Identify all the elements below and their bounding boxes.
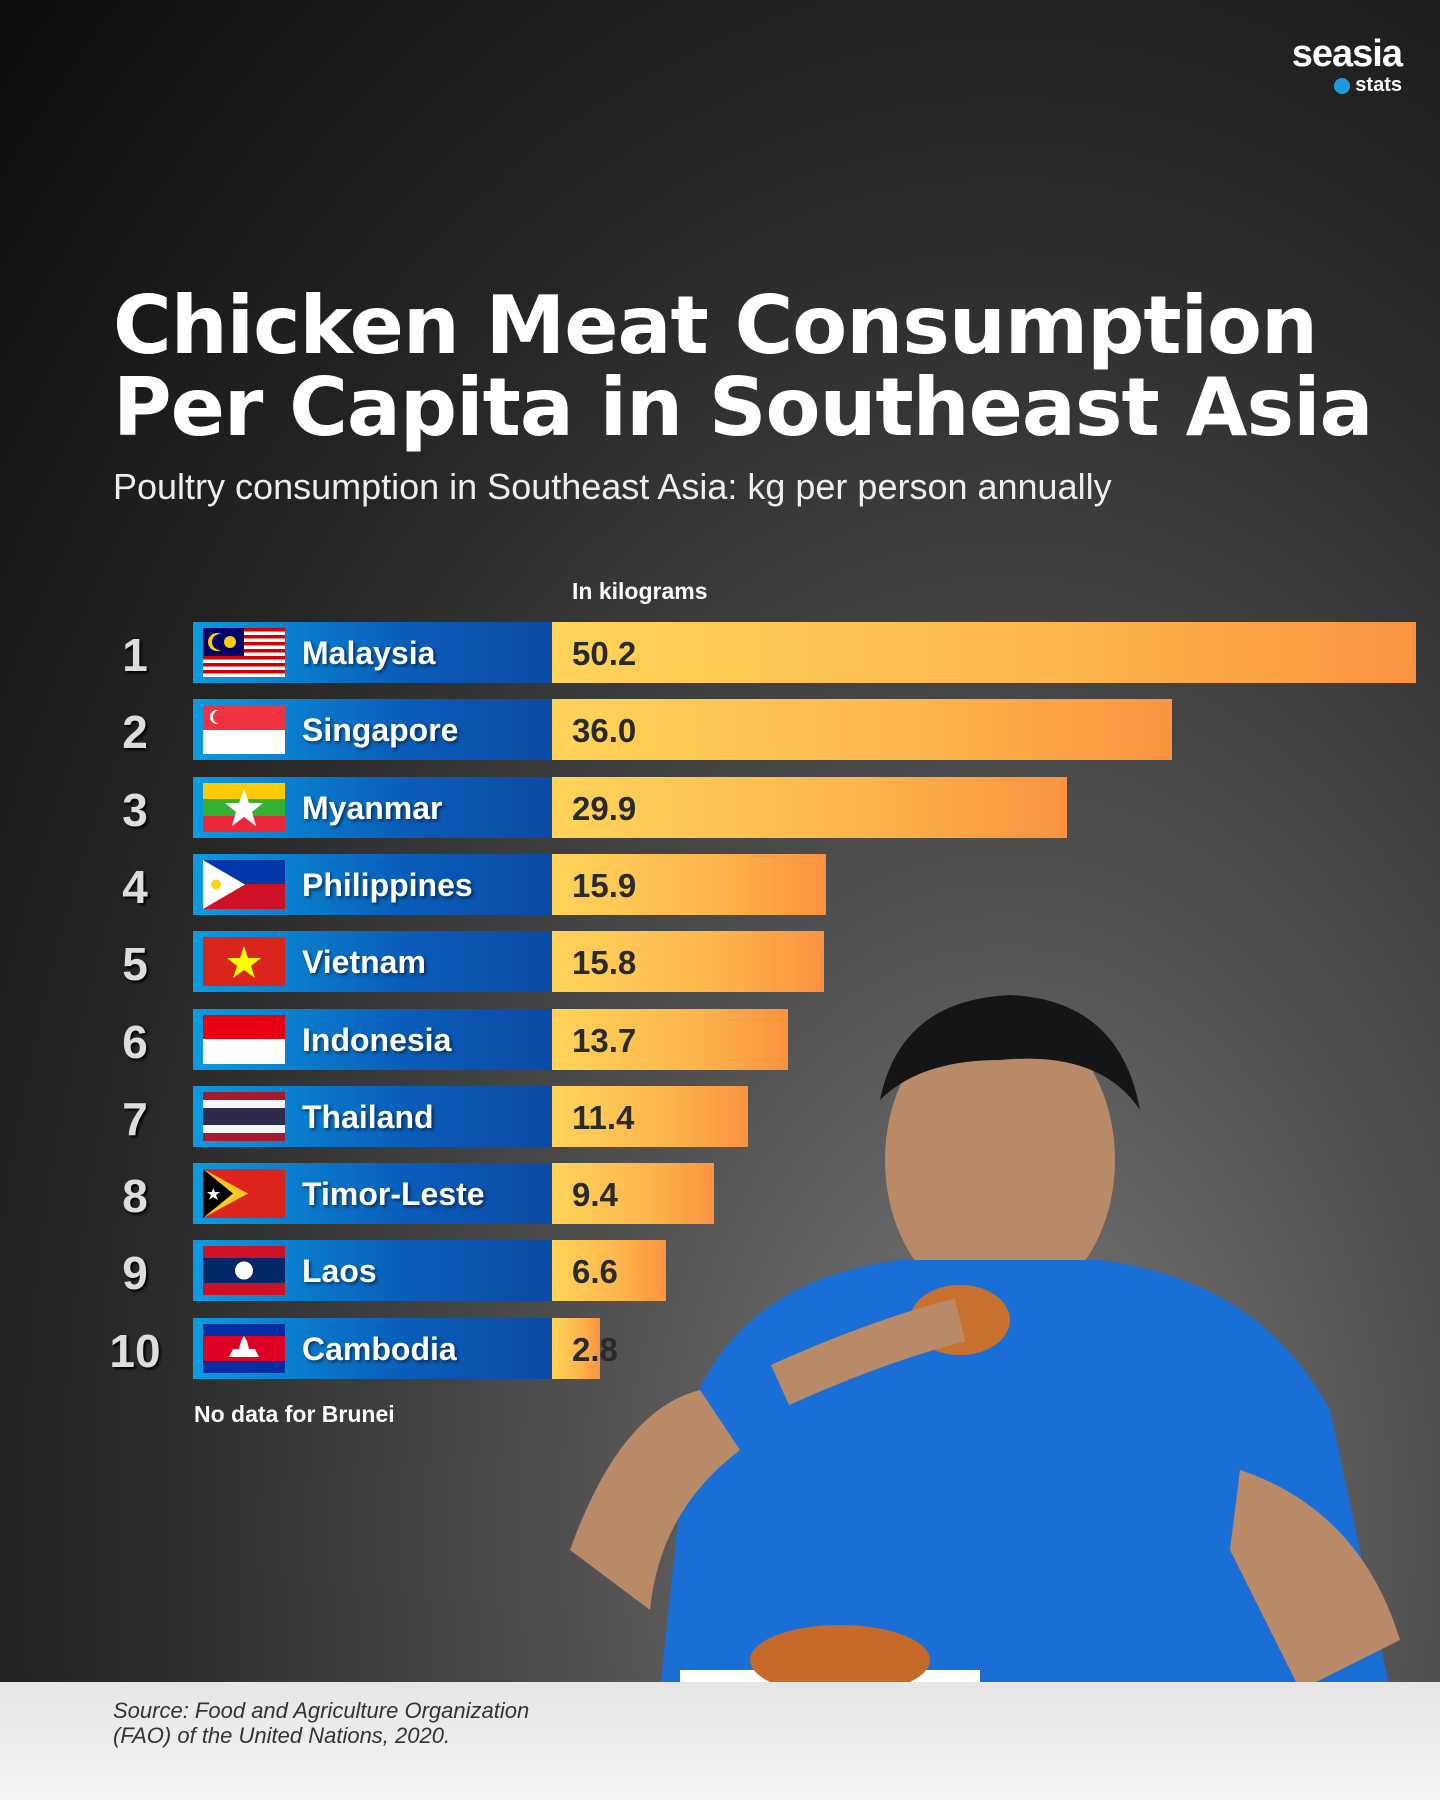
value-label: 36.0 (572, 712, 637, 750)
country-name: Philippines (302, 866, 473, 903)
rank-number: 6 (122, 1015, 148, 1068)
flag-icon-singapore (203, 705, 285, 755)
bar-row: 5 Vietnam 15.8 (0, 931, 1440, 993)
bar-row: 2 Singapore 36.0 (0, 699, 1440, 761)
country-name: Singapore (302, 712, 459, 749)
value-label: 9.4 (572, 1176, 618, 1214)
flag-icon-cambodia (203, 1323, 285, 1373)
bar-row: 8 Timor-Leste 9.4 (0, 1163, 1440, 1225)
flag-icon-thailand (203, 1091, 285, 1141)
value-bar (552, 931, 824, 993)
brand-logo: seasia stats (1291, 33, 1403, 97)
page-title: Chicken Meat Consumption Per Capita in S… (113, 285, 1373, 449)
value-label: 29.9 (572, 789, 637, 827)
value-label: 13.7 (572, 1021, 637, 1059)
value-label: 11.4 (572, 1098, 635, 1136)
rank-number: 1 (122, 629, 148, 681)
value-bar (552, 1317, 601, 1379)
brand-sub: stats (1355, 74, 1402, 96)
bar-row: 4 Philippines 15.9 (0, 853, 1440, 915)
value-label: 50.2 (572, 635, 637, 672)
rank-number: 10 (109, 1324, 161, 1377)
brand-name: seasia (1291, 33, 1403, 75)
rank-number: 5 (122, 938, 148, 991)
rank-number: 4 (122, 860, 148, 913)
rank-number: 2 (122, 706, 148, 759)
title-line-1: Chicken Meat Consumption (113, 279, 1318, 372)
flag-icon-philippines (203, 859, 285, 909)
bar-row: 6 Indonesia 13.7 (0, 1008, 1440, 1070)
flag-icon-malaysia (203, 628, 285, 677)
country-name: Laos (302, 1253, 377, 1290)
value-label: 15.8 (572, 944, 637, 982)
country-name: Thailand (302, 1098, 434, 1135)
source-line-1: Source: Food and Agriculture Organizatio… (113, 1698, 530, 1723)
bar-row: 3 Myanmar 29.9 (0, 776, 1440, 838)
person-photo (570, 995, 1400, 1690)
value-bar (552, 776, 1067, 838)
source-note: Source: Food and Agriculture Organizatio… (113, 1698, 529, 1748)
value-bar (552, 622, 1416, 683)
flag-icon-laos (203, 1246, 285, 1296)
rank-number: 8 (122, 1170, 148, 1223)
country-name: Vietnam (302, 944, 426, 981)
table-surface (0, 1682, 1440, 1800)
flag-icon-indonesia (203, 1014, 285, 1064)
value-bar (552, 1085, 749, 1147)
value-bar (552, 853, 826, 915)
subtitle: Poultry consumption in Southeast Asia: k… (113, 466, 1112, 507)
title-line-2: Per Capita in Southeast Asia (113, 361, 1373, 454)
value-label: 6.6 (572, 1253, 618, 1291)
bar-row: 1 Malaysia 50.2 (0, 622, 1440, 683)
country-name: Indonesia (302, 1021, 452, 1058)
source-line-2: (FAO) of the United Nations, 2020. (113, 1723, 451, 1748)
no-data-note: No data for Brunei (194, 1401, 395, 1427)
value-label: 2.8 (572, 1330, 618, 1368)
rank-number: 9 (122, 1247, 148, 1300)
country-name: Malaysia (302, 635, 436, 671)
value-bar (552, 1240, 666, 1302)
bar-row: 7 Thailand 11.4 (0, 1085, 1440, 1147)
rank-number: 7 (122, 1092, 148, 1145)
logo-dot-icon (1334, 77, 1351, 94)
unit-label: In kilograms (572, 578, 708, 604)
country-name: Timor-Leste (302, 1176, 485, 1213)
flag-icon-timor-leste (203, 1169, 285, 1219)
rank-number: 3 (122, 783, 148, 836)
value-bar (552, 1008, 788, 1070)
flag-icon-myanmar (203, 782, 285, 832)
country-name: Myanmar (302, 789, 443, 826)
bar-row: 10 Cambodia 2.8 (0, 1317, 1440, 1379)
value-bar (552, 1163, 714, 1225)
country-name: Cambodia (302, 1330, 457, 1367)
value-bar (552, 699, 1172, 761)
value-label: 15.9 (572, 866, 637, 904)
bar-row: 9 Laos 6.6 (0, 1240, 1440, 1302)
flag-icon-vietnam (203, 937, 285, 987)
